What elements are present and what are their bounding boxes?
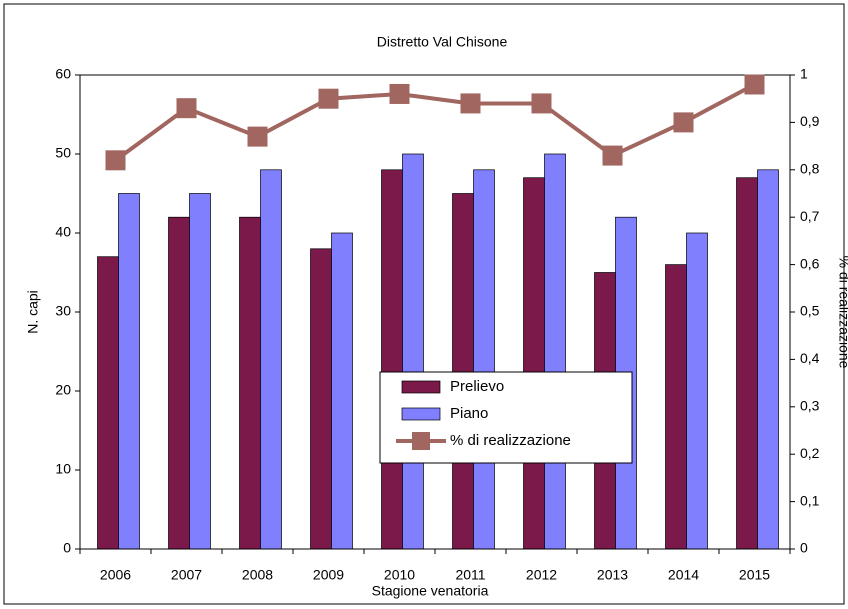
y2-tick-label: 0,5 xyxy=(800,303,820,319)
y2-tick-label: 0,1 xyxy=(800,492,820,508)
bar xyxy=(310,248,332,550)
line-marker xyxy=(460,93,481,114)
x-tick-label: 2012 xyxy=(526,567,557,583)
y-tick-label: 20 xyxy=(55,382,71,398)
legend-key xyxy=(401,380,441,394)
line-marker xyxy=(602,145,623,166)
bar xyxy=(239,216,261,550)
x-tick-label: 2011 xyxy=(455,567,485,583)
x-tick-label: 2008 xyxy=(242,567,273,583)
bar xyxy=(452,193,474,550)
line-marker xyxy=(176,98,197,119)
legend-label: Piano xyxy=(450,405,488,422)
y2-tick-label: 0 xyxy=(800,540,808,556)
y2-tick-label: 0,2 xyxy=(800,445,820,461)
line-marker xyxy=(531,93,552,114)
bar xyxy=(118,193,140,550)
x-tick-label: 2015 xyxy=(739,567,770,583)
line-marker xyxy=(318,88,339,109)
bar xyxy=(544,153,566,550)
x-axis-label: Stagione venatoria xyxy=(372,583,489,599)
line-marker xyxy=(389,83,410,104)
y-tick-label: 10 xyxy=(55,461,71,477)
x-tick-label: 2006 xyxy=(100,567,131,583)
bar xyxy=(189,193,211,550)
y2-axis-label: % di realizzazione xyxy=(836,256,848,369)
bar xyxy=(402,153,424,550)
bar xyxy=(473,169,495,550)
chart-title: Distretto Val Chisone xyxy=(377,34,508,50)
x-tick-label: 2009 xyxy=(313,567,344,583)
bar xyxy=(331,232,353,550)
y2-tick-label: 1 xyxy=(800,66,808,82)
y-tick-label: 50 xyxy=(55,145,71,161)
y-axis-label: N. capi xyxy=(25,290,41,334)
y2-tick-label: 0,7 xyxy=(800,208,820,224)
x-tick-label: 2007 xyxy=(171,567,202,583)
bar xyxy=(736,177,758,550)
y2-tick-label: 0,3 xyxy=(800,398,820,414)
bar xyxy=(523,177,545,550)
bar xyxy=(168,216,190,550)
line-marker xyxy=(744,74,765,95)
bar xyxy=(97,256,119,550)
y-tick-label: 40 xyxy=(55,224,71,240)
legend-key-marker xyxy=(412,432,430,450)
line-marker xyxy=(247,126,268,147)
y2-tick-label: 0,6 xyxy=(800,255,820,271)
x-tick-label: 2014 xyxy=(668,567,699,583)
x-tick-label: 2013 xyxy=(597,567,628,583)
x-tick-label: 2010 xyxy=(384,567,415,583)
bar xyxy=(260,169,282,550)
line-marker xyxy=(105,150,126,171)
legend-key xyxy=(401,407,441,421)
legend-label: Prelievo xyxy=(450,378,504,395)
bar xyxy=(381,169,403,550)
y2-tick-label: 0,4 xyxy=(800,350,820,366)
y-tick-label: 60 xyxy=(55,66,71,82)
bar xyxy=(686,232,708,550)
bar xyxy=(757,169,779,550)
y-tick-label: 0 xyxy=(63,540,71,556)
y2-tick-label: 0,8 xyxy=(800,161,820,177)
line xyxy=(114,82,756,162)
line-marker xyxy=(673,112,694,133)
bar xyxy=(665,264,687,550)
y-tick-label: 30 xyxy=(55,303,71,319)
y2-tick-label: 0,9 xyxy=(800,113,820,129)
legend-label: % di realizzazione xyxy=(450,432,571,449)
